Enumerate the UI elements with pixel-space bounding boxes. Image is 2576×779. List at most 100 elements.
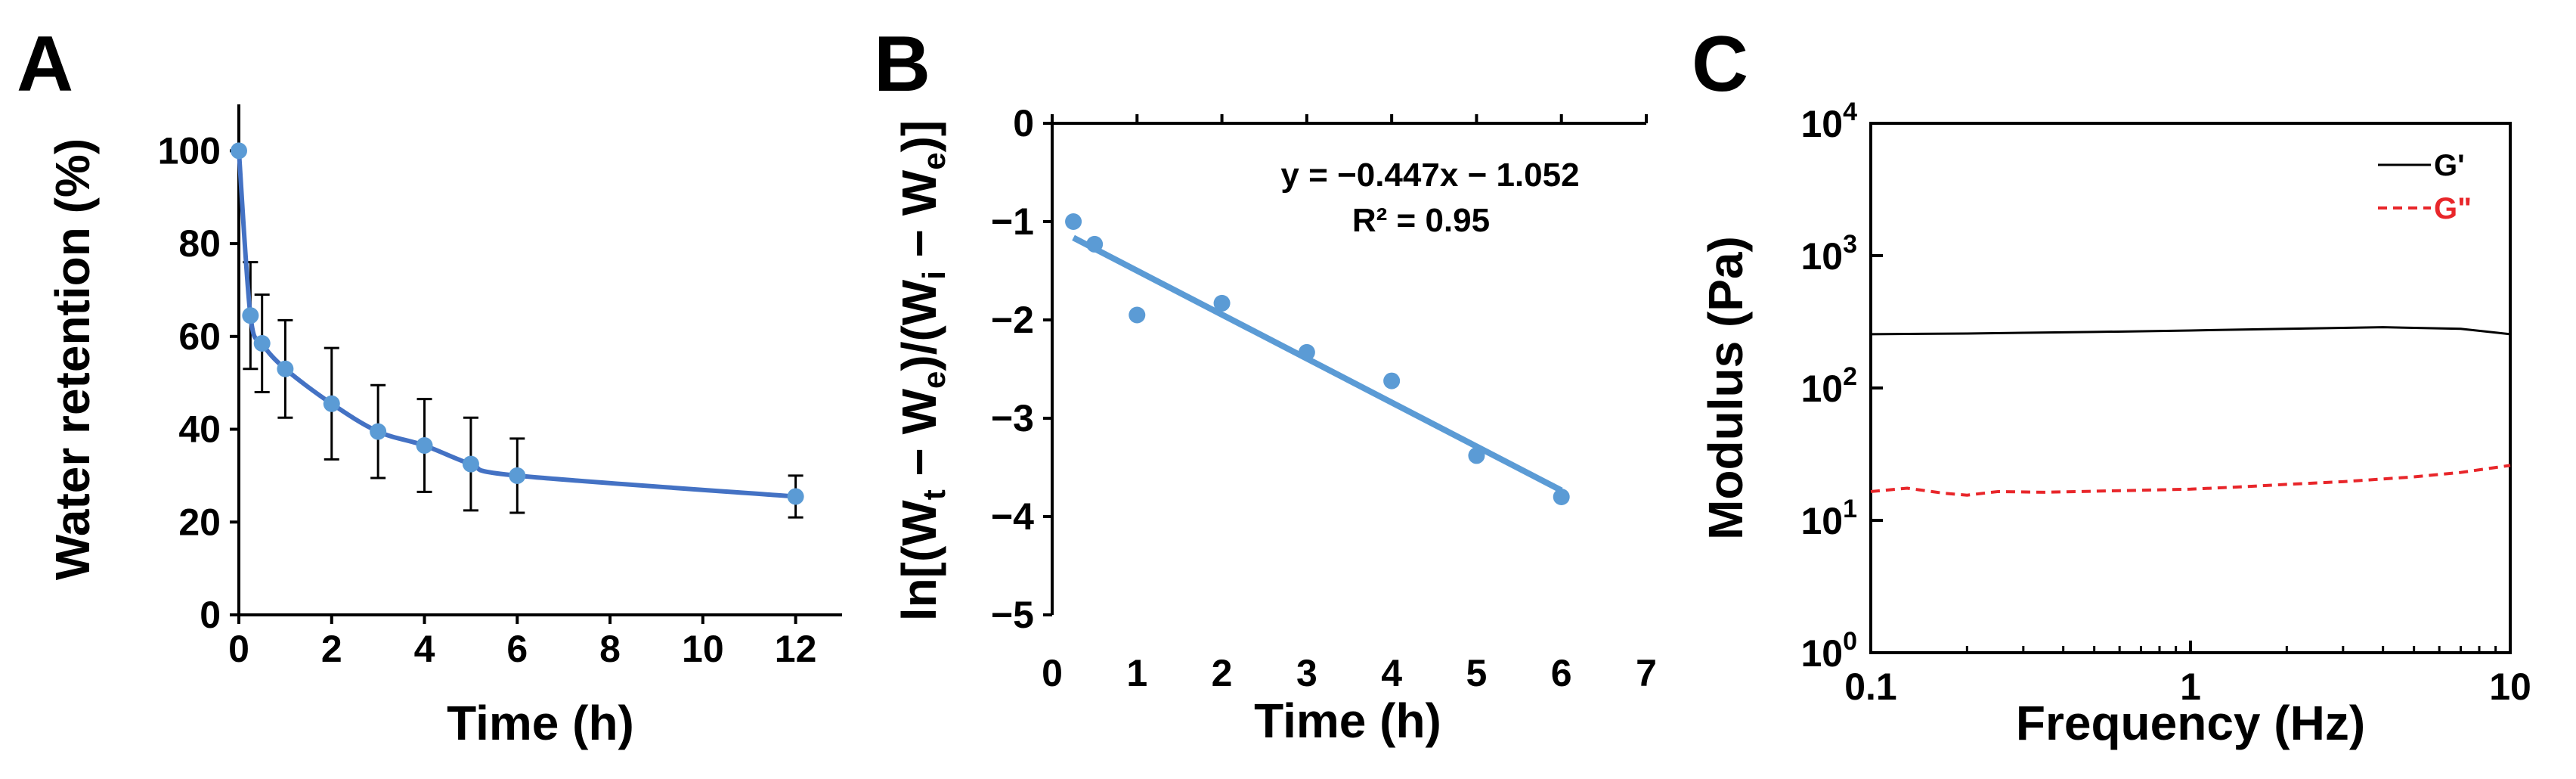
panel-a-x-label: Time (h) bbox=[447, 696, 634, 750]
y-tick-label: 102 bbox=[1800, 362, 1857, 410]
y-tick-label: −4 bbox=[991, 495, 1034, 538]
x-tick-label: 0 bbox=[228, 628, 249, 670]
data-point bbox=[787, 488, 804, 505]
panel-a: A 0 2 4 6 8 10 12 0 20 40 60 80 100 Time (h) Water r… bbox=[17, 20, 842, 750]
y-tick-exponent: 4 bbox=[1843, 98, 1857, 126]
data-point bbox=[1213, 294, 1231, 312]
y-tick-label: −5 bbox=[991, 594, 1034, 636]
y-tick-label: −3 bbox=[991, 397, 1034, 439]
y-tick-label: −2 bbox=[991, 299, 1034, 341]
y-tick-label: 104 bbox=[1800, 98, 1857, 145]
x-tick-label: 0 bbox=[1042, 652, 1063, 694]
x-tick-label: 0.1 bbox=[1844, 666, 1897, 708]
y-label-segment: )/(W bbox=[892, 279, 946, 371]
legend-label: G" bbox=[2434, 192, 2472, 225]
panel-c-x-label: Frequency (Hz) bbox=[2016, 696, 2365, 750]
x-tick-label: 8 bbox=[599, 628, 621, 670]
panel-b: B 0 1 2 3 4 5 6 7 0 −1 −2 −3 −4 −5 y = −0.447x − 1.05… bbox=[874, 20, 1657, 748]
y-label-segment: − W bbox=[892, 169, 946, 271]
loss-modulus-line bbox=[1870, 464, 2511, 497]
x-tick-label: 3 bbox=[1296, 652, 1317, 694]
panel-c-letter: C bbox=[1692, 20, 1748, 108]
x-tick-label: 10 bbox=[682, 628, 724, 670]
panel-c-y-label: Modulus (Pa) bbox=[1698, 236, 1753, 540]
x-tick-label: 12 bbox=[775, 628, 817, 670]
y-tick-label: 80 bbox=[178, 222, 221, 265]
y-tick-label: 20 bbox=[178, 501, 221, 543]
y-tick-label: 103 bbox=[1800, 230, 1857, 278]
y-tick-exponent: 1 bbox=[1843, 495, 1857, 523]
data-point bbox=[1553, 489, 1570, 505]
panel-b-y-label: ln[(Wt − We)/(Wi − We)] bbox=[892, 120, 952, 621]
y-tick-base: 10 bbox=[1800, 368, 1843, 410]
y-tick-label: 101 bbox=[1800, 495, 1857, 542]
panel-b-ticks: 0 1 2 3 4 5 6 7 0 −1 −2 −3 −4 −5 bbox=[991, 102, 1657, 694]
y-tick-label: 100 bbox=[1800, 627, 1857, 675]
data-point bbox=[277, 360, 294, 377]
legend-label: G' bbox=[2434, 149, 2465, 182]
y-label-segment: ln[(W bbox=[892, 500, 946, 622]
panel-b-x-label: Time (h) bbox=[1254, 694, 1441, 748]
data-point bbox=[242, 307, 259, 324]
y-tick-label: −1 bbox=[991, 200, 1034, 243]
data-point bbox=[509, 467, 526, 484]
data-point bbox=[1086, 235, 1104, 253]
y-label-subscript: i bbox=[916, 271, 952, 280]
x-tick-label: 6 bbox=[1551, 652, 1572, 694]
panel-c-plot-frame bbox=[1869, 122, 2512, 654]
data-point bbox=[253, 335, 271, 352]
panel-b-fit-equation: y = −0.447x − 1.052 bbox=[1280, 157, 1579, 194]
x-tick-label: 10 bbox=[2489, 666, 2531, 708]
y-tick-base: 10 bbox=[1800, 235, 1843, 278]
panel-a-y-label: Water retention (%) bbox=[45, 138, 100, 580]
x-tick-label: 4 bbox=[1381, 652, 1402, 694]
y-tick-exponent: 2 bbox=[1843, 362, 1857, 391]
panel-c-data bbox=[1870, 326, 2511, 497]
data-point bbox=[1298, 343, 1315, 361]
data-point bbox=[370, 423, 387, 440]
y-tick-exponent: 0 bbox=[1843, 627, 1857, 656]
x-tick-label: 1 bbox=[1126, 652, 1147, 694]
data-point bbox=[323, 395, 340, 412]
panel-b-r-squared: R² = 0.95 bbox=[1352, 202, 1490, 239]
data-point bbox=[1129, 306, 1146, 324]
y-label-subscript: t bbox=[916, 489, 952, 500]
data-point bbox=[462, 455, 479, 473]
fit-line bbox=[1072, 234, 1563, 493]
data-point bbox=[1468, 447, 1485, 464]
data-point bbox=[1065, 213, 1082, 230]
data-point bbox=[1383, 372, 1401, 390]
x-tick-label: 5 bbox=[1466, 652, 1488, 694]
panel-c-legend: G' G" bbox=[2378, 149, 2472, 225]
y-tick-base: 10 bbox=[1800, 103, 1843, 145]
panel-a-data bbox=[231, 142, 804, 519]
x-tick-label: 2 bbox=[1212, 652, 1233, 694]
panel-b-letter: B bbox=[874, 20, 930, 108]
y-label-segment: )] bbox=[892, 120, 946, 153]
x-tick-label: 1 bbox=[2180, 666, 2201, 708]
y-tick-label: 0 bbox=[200, 594, 221, 636]
y-label-segment: − W bbox=[892, 388, 946, 489]
y-tick-label: 60 bbox=[178, 315, 221, 358]
y-tick-base: 10 bbox=[1800, 500, 1843, 542]
data-point bbox=[416, 437, 433, 455]
x-tick-label: 6 bbox=[506, 628, 528, 670]
storage-modulus-line bbox=[1870, 326, 2511, 336]
y-label-subscript: e bbox=[916, 371, 952, 389]
y-tick-label: 100 bbox=[158, 129, 221, 172]
y-tick-base: 10 bbox=[1800, 632, 1843, 675]
panel-a-letter: A bbox=[17, 20, 73, 108]
y-label-subscript: e bbox=[916, 152, 952, 169]
x-tick-label: 2 bbox=[321, 628, 342, 670]
data-point bbox=[231, 142, 247, 160]
y-tick-exponent: 3 bbox=[1843, 230, 1857, 259]
y-tick-label: 40 bbox=[178, 408, 221, 451]
x-tick-label: 4 bbox=[414, 628, 435, 670]
panel-b-data bbox=[1065, 213, 1570, 505]
x-tick-label: 7 bbox=[1636, 652, 1657, 694]
y-tick-label: 0 bbox=[1013, 102, 1034, 144]
panel-a-ticks: 0 2 4 6 8 10 12 0 20 40 60 80 100 bbox=[158, 129, 817, 670]
